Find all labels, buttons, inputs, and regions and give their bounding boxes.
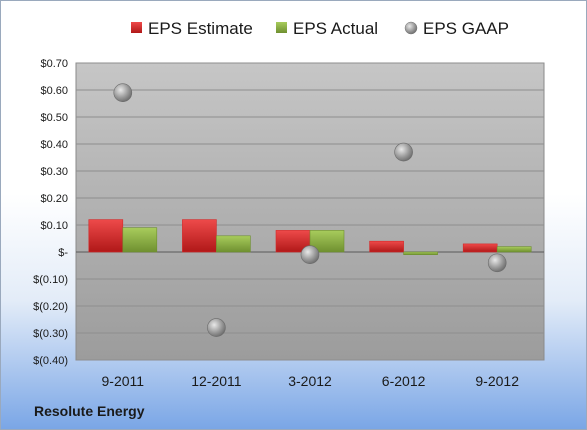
y-tick-label: $(0.40) [33,355,68,367]
bar-eps-actual [496,246,532,253]
y-tick-label: $- [58,247,68,259]
bar-eps-estimate [462,243,498,253]
bar-eps-estimate [369,240,404,253]
legend-eps-estimate: EPS Estimate [131,19,253,38]
bar-eps-actual [403,251,438,256]
bar-eps-estimate [182,219,217,253]
y-tick-label: $0.40 [40,139,68,151]
bar-eps-estimate [88,219,124,253]
y-tick-label: $0.30 [40,166,68,178]
point-eps-gaap [300,245,320,264]
x-tick-label: 12-2011 [191,373,242,389]
y-tick-label: $0.60 [40,85,68,97]
y-tick-label: $(0.20) [33,301,68,313]
legend-eps-gaap: EPS GAAP [404,19,509,38]
company-name: Resolute Energy [34,403,145,419]
bar-eps-actual [216,235,251,253]
x-tick-label: 9-2011 [102,373,145,389]
legend-label: EPS Actual [293,19,378,38]
legend-swatch [276,22,287,33]
y-tick-label: $0.70 [40,58,68,70]
legend-swatch [131,22,142,33]
legend-label: EPS GAAP [423,19,509,38]
y-tick-label: $0.10 [40,220,68,232]
x-tick-label: 9-2012 [475,373,519,389]
x-tick-label: 6-2012 [382,373,426,389]
point-eps-gaap [394,142,413,162]
plot-area [75,62,545,361]
legend-label: EPS Estimate [148,19,253,38]
y-tick-label: $0.50 [40,112,68,124]
legend-swatch [404,21,418,35]
y-tick-label: $(0.30) [33,328,68,340]
point-eps-gaap [207,318,226,337]
x-tick-label: 3-2012 [288,373,332,389]
point-eps-gaap [113,83,133,102]
point-eps-gaap [487,253,507,273]
bar-eps-actual [309,230,345,253]
bar-eps-actual [122,227,158,253]
legend-eps-actual: EPS Actual [276,19,378,38]
y-tick-label: $0.20 [40,193,68,205]
y-tick-label: $(0.10) [33,274,68,286]
